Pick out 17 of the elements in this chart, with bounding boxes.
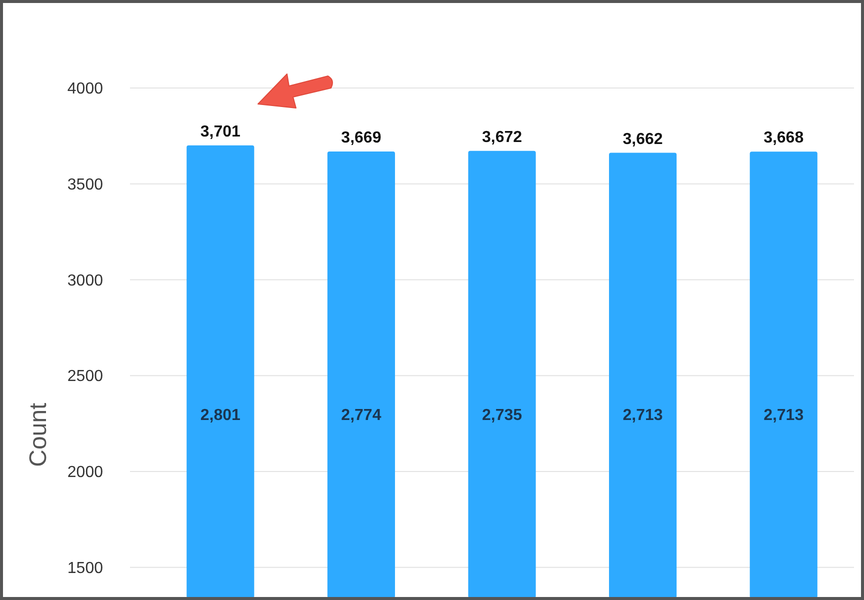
data-label: 3,668	[764, 130, 804, 147]
data-label: 3,672	[482, 128, 522, 146]
y-tick-label: 2000	[67, 464, 104, 482]
data-label: 3,701	[200, 123, 241, 140]
data-label: 3,662	[622, 130, 663, 148]
annotation: 2,713	[622, 407, 663, 424]
data-label: 3,669	[341, 129, 382, 146]
annotation: 2,774	[341, 407, 382, 424]
y-tick-label: 3500	[67, 176, 104, 194]
y-axis-title: Count	[25, 402, 52, 467]
y-tick-label: 3000	[67, 272, 104, 290]
annotation: 2,735	[482, 407, 522, 424]
y-tick-label: 1500	[67, 560, 104, 577]
y-tick-label: 2500	[67, 368, 104, 386]
annotation: 2,801	[200, 407, 241, 424]
y-tick-label: 4000	[67, 80, 104, 98]
annotation: 2,713	[764, 407, 804, 424]
